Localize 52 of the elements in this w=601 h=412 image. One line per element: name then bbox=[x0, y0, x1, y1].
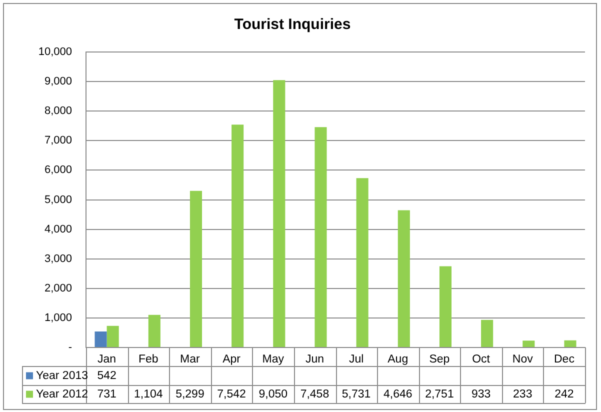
x-tick-label: Jul bbox=[348, 354, 364, 366]
x-tick-label: Feb bbox=[138, 354, 158, 366]
x-tick-label: Dec bbox=[554, 354, 575, 366]
bar bbox=[481, 320, 494, 347]
y-tick-label: 4,000 bbox=[44, 223, 72, 236]
x-tick-label: Oct bbox=[472, 354, 491, 366]
x-tick-label: Apr bbox=[222, 354, 241, 366]
data-label: 542 bbox=[97, 370, 116, 382]
data-label: 5,731 bbox=[342, 388, 371, 400]
bar bbox=[564, 340, 576, 347]
y-tick-label: 1,000 bbox=[44, 312, 72, 324]
data-label: 731 bbox=[97, 388, 116, 400]
x-tick-label: Jan bbox=[98, 354, 116, 366]
y-tick-label: 9,000 bbox=[44, 76, 72, 88]
y-tick-label: 6,000 bbox=[44, 164, 72, 176]
data-label: 933 bbox=[471, 388, 491, 400]
y-tick-label: 8,000 bbox=[44, 105, 72, 118]
y-tick-label: 5,000 bbox=[44, 194, 72, 206]
y-tick-label: 7,000 bbox=[44, 134, 72, 147]
x-tick-label: Nov bbox=[512, 354, 534, 366]
bar bbox=[398, 210, 410, 347]
legend-label: Year 2012 bbox=[36, 388, 88, 400]
bar bbox=[314, 127, 327, 347]
bar bbox=[273, 80, 286, 347]
x-tick-label: May bbox=[262, 354, 284, 366]
data-label: 233 bbox=[513, 388, 532, 400]
y-tick-label: 2,000 bbox=[44, 282, 72, 294]
data-label: 9,050 bbox=[258, 388, 288, 400]
data-label: 4,646 bbox=[383, 388, 412, 400]
data-label: 7,458 bbox=[300, 388, 330, 400]
bar bbox=[94, 331, 107, 347]
data-label: 242 bbox=[554, 388, 574, 400]
bar bbox=[439, 266, 452, 347]
bar bbox=[522, 340, 535, 347]
y-tick-label: 10,000 bbox=[38, 46, 72, 58]
x-tick-label: Aug bbox=[388, 354, 408, 366]
bar bbox=[190, 190, 202, 347]
bar bbox=[106, 326, 119, 347]
x-tick-label: Jun bbox=[305, 354, 324, 366]
data-label: 2,751 bbox=[425, 388, 454, 400]
x-tick-label: Sep bbox=[429, 354, 450, 366]
bar bbox=[232, 124, 244, 347]
bar bbox=[148, 314, 160, 347]
data-label: 5,299 bbox=[176, 388, 204, 400]
y-tick-label: - bbox=[68, 342, 72, 354]
y-tick-label: 3,000 bbox=[44, 252, 72, 265]
chart-title: Tourist Inquiries bbox=[234, 16, 351, 34]
data-label: 1,104 bbox=[134, 388, 164, 400]
x-tick-label: Mar bbox=[180, 354, 200, 366]
legend-label: Year 2013 bbox=[36, 370, 88, 382]
data-label: 7,542 bbox=[217, 388, 246, 400]
bar bbox=[356, 178, 368, 347]
